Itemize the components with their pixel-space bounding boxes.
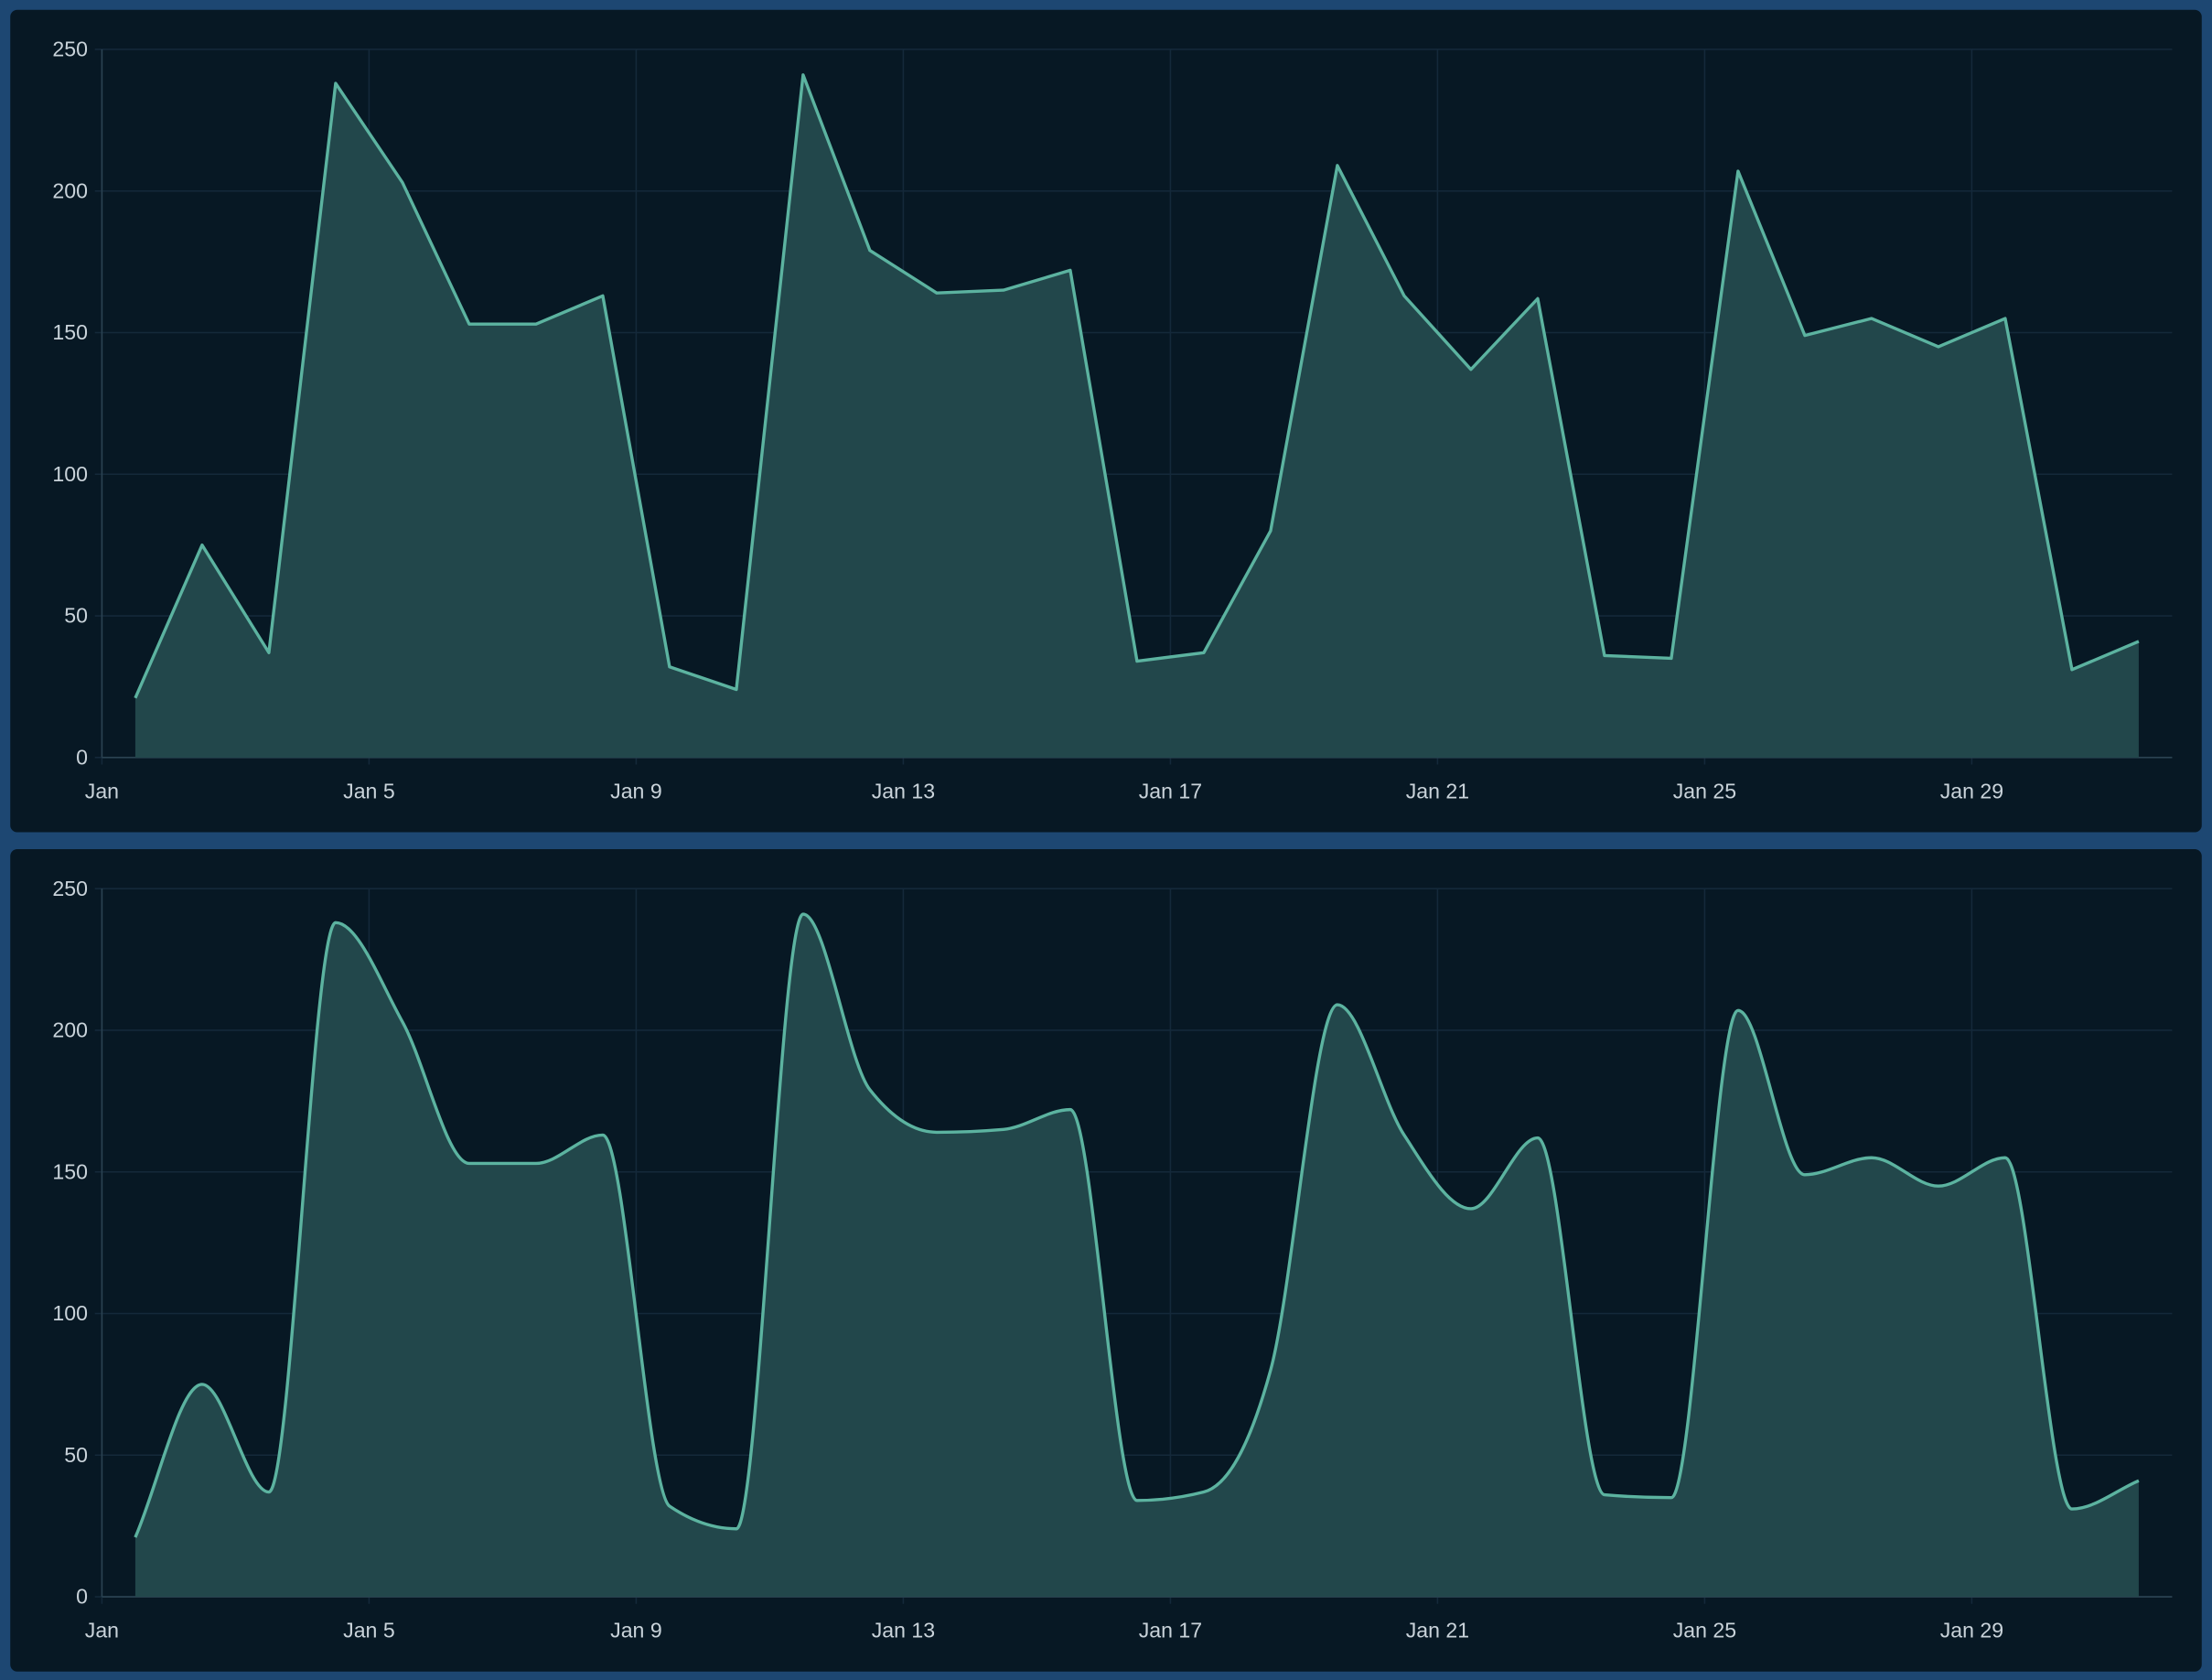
data-point-jan-27[interactable] xyxy=(1863,310,1880,327)
data-point-jan-26[interactable] xyxy=(1797,327,1813,343)
data-point-jan-10[interactable] xyxy=(728,681,745,697)
data-point-jan-2[interactable] xyxy=(194,536,210,553)
area-fill xyxy=(134,74,2139,758)
x-tick-label: Jan 25 xyxy=(1673,780,1736,803)
data-point-jan-14[interactable] xyxy=(995,1121,1012,1137)
data-point-jan-30[interactable] xyxy=(2064,662,2080,678)
data-point-jan-17[interactable] xyxy=(1196,1483,1212,1500)
data-point-jan-23[interactable] xyxy=(1596,647,1613,663)
data-point-jan-9[interactable] xyxy=(661,1498,678,1514)
data-point-jan-7[interactable] xyxy=(528,316,544,332)
y-tick-label: 50 xyxy=(64,604,88,628)
data-point-jan-20[interactable] xyxy=(1396,287,1412,304)
y-tick-label: 150 xyxy=(52,320,88,344)
data-point-jan-24[interactable] xyxy=(1663,1489,1680,1505)
y-tick-label: 250 xyxy=(52,38,88,61)
x-tick-label: Jan 29 xyxy=(1940,1619,2003,1642)
data-point-jan-25[interactable] xyxy=(1730,163,1746,179)
data-point-jan-5[interactable] xyxy=(394,174,411,190)
data-point-jan-21[interactable] xyxy=(1463,1201,1479,1217)
data-point-jan-21[interactable] xyxy=(1463,361,1479,377)
x-tick-label: Jan 25 xyxy=(1673,1619,1736,1642)
data-point-jan-11[interactable] xyxy=(795,67,811,83)
data-point-jan-15[interactable] xyxy=(1062,262,1079,278)
data-point-jan-1[interactable] xyxy=(127,690,144,706)
x-tick-label: Jan xyxy=(85,780,119,803)
y-tick-label: 0 xyxy=(76,746,88,770)
data-point-jan-18[interactable] xyxy=(1262,1362,1279,1378)
x-tick-label: Jan 13 xyxy=(872,780,935,803)
data-point-jan-15[interactable] xyxy=(1062,1101,1079,1117)
data-point-jan-29[interactable] xyxy=(1997,1149,2013,1166)
data-point-jan-9[interactable] xyxy=(661,659,678,675)
y-tick-label: 250 xyxy=(52,877,88,900)
data-point-jan-28[interactable] xyxy=(1930,1178,1947,1194)
data-point-jan-31[interactable] xyxy=(2131,633,2147,650)
data-point-jan-26[interactable] xyxy=(1797,1167,1813,1183)
data-point-jan-14[interactable] xyxy=(995,282,1012,298)
y-tick-label: 200 xyxy=(52,178,88,202)
data-point-jan-13[interactable] xyxy=(929,1124,945,1140)
smooth-area-chart-panel: 0 50 100 150 200 250 Jan Jan 5 Jan 9 Jan 13 Jan 17… xyxy=(10,849,2202,1672)
x-tick-label: Jan 9 xyxy=(610,1619,662,1642)
data-point-jan-3[interactable] xyxy=(261,1483,277,1500)
x-tick-label: Jan 13 xyxy=(872,1619,935,1642)
data-point-jan-19[interactable] xyxy=(1329,996,1346,1013)
data-point-jan-10[interactable] xyxy=(728,1521,745,1537)
data-point-jan-19[interactable] xyxy=(1329,157,1346,174)
data-point-jan-6[interactable] xyxy=(461,1155,478,1171)
series-line xyxy=(134,912,2140,1538)
data-point-jan-17[interactable] xyxy=(1196,644,1212,661)
data-point-jan-2[interactable] xyxy=(194,1376,210,1393)
data-point-jan-12[interactable] xyxy=(862,1082,878,1098)
data-point-jan-11[interactable] xyxy=(795,906,811,922)
data-point-jan-8[interactable] xyxy=(595,1126,611,1143)
x-tick-label: Jan 17 xyxy=(1139,780,1202,803)
x-tick-label: Jan 21 xyxy=(1406,1619,1469,1642)
data-point-jan-1[interactable] xyxy=(127,1529,144,1545)
data-point-jan-20[interactable] xyxy=(1396,1126,1412,1143)
data-point-jan-8[interactable] xyxy=(595,287,611,304)
series-line xyxy=(134,73,2140,699)
data-point-jan-29[interactable] xyxy=(1997,310,2013,327)
y-tick-label: 100 xyxy=(52,462,88,486)
data-point-jan-30[interactable] xyxy=(2064,1501,2080,1517)
data-point-jan-4[interactable] xyxy=(328,75,344,92)
data-point-jan-31[interactable] xyxy=(2131,1472,2147,1489)
data-point-jan-6[interactable] xyxy=(461,316,478,332)
x-tick-label: Jan xyxy=(85,1619,119,1642)
x-tick-label: Jan 9 xyxy=(610,780,662,803)
y-tick-label: 50 xyxy=(64,1443,88,1467)
linear-area-chart-panel: 0 50 100 150 200 250 Jan Jan 5 Jan 9 Jan 13 Jan 17… xyxy=(10,9,2202,833)
x-tick-label: Jan 5 xyxy=(343,1619,395,1642)
data-point-jan-18[interactable] xyxy=(1262,522,1279,539)
data-point-jan-16[interactable] xyxy=(1129,1492,1145,1509)
data-point-jan-24[interactable] xyxy=(1663,650,1680,666)
data-point-jan-28[interactable] xyxy=(1930,339,1947,355)
y-tick-label: 0 xyxy=(76,1585,88,1609)
data-point-jan-27[interactable] xyxy=(1863,1149,1880,1166)
y-tick-label: 200 xyxy=(52,1018,88,1042)
data-point-jan-7[interactable] xyxy=(528,1155,544,1171)
data-point-jan-12[interactable] xyxy=(862,242,878,258)
x-tick-label: Jan 29 xyxy=(1940,780,2003,803)
data-point-jan-22[interactable] xyxy=(1530,1129,1546,1146)
data-point-jan-25[interactable] xyxy=(1730,1002,1746,1018)
x-tick-label: Jan 5 xyxy=(343,780,395,803)
data-point-jan-3[interactable] xyxy=(261,644,277,661)
area-fill xyxy=(134,914,2139,1598)
y-tick-label: 150 xyxy=(52,1159,88,1183)
y-tick-label: 100 xyxy=(52,1301,88,1325)
data-point-jan-22[interactable] xyxy=(1530,290,1546,307)
data-point-jan-4[interactable] xyxy=(328,914,344,931)
data-point-jan-23[interactable] xyxy=(1596,1486,1613,1502)
x-tick-label: Jan 21 xyxy=(1406,780,1469,803)
data-point-jan-5[interactable] xyxy=(394,1013,411,1029)
data-point-jan-16[interactable] xyxy=(1129,652,1145,669)
data-point-jan-13[interactable] xyxy=(929,285,945,301)
x-tick-label: Jan 17 xyxy=(1139,1619,1202,1642)
